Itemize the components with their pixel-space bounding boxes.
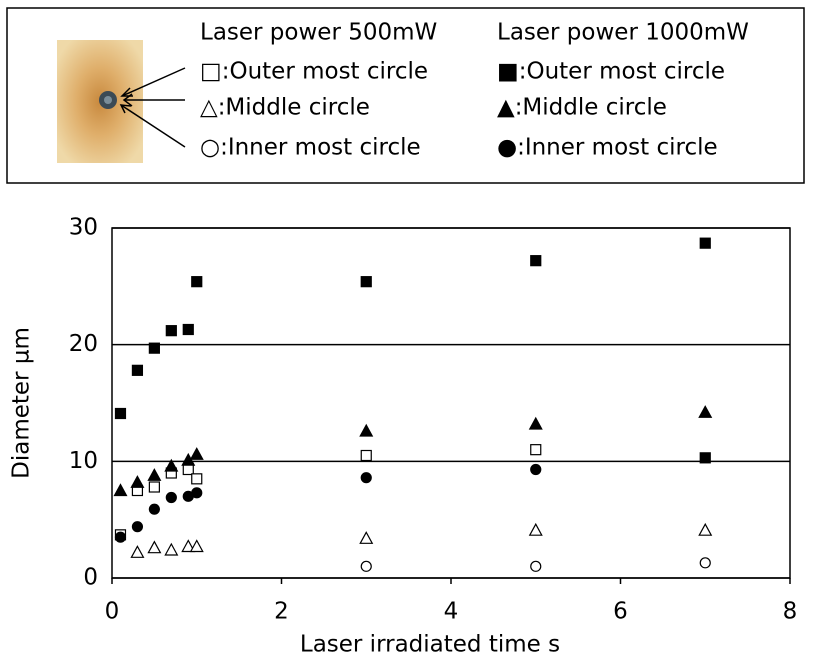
x-tick-label: 8 (783, 599, 798, 625)
data-point (114, 407, 127, 420)
data-point (360, 472, 372, 484)
data-point (530, 463, 542, 476)
data-point (164, 542, 179, 556)
data-point (164, 458, 179, 472)
data-point (699, 557, 711, 569)
data-point (359, 531, 374, 544)
data-point (148, 342, 160, 354)
data-point (528, 522, 543, 536)
data-point (191, 276, 203, 288)
x-axis-label: Laser irradiated time s (300, 632, 560, 658)
data-point (360, 276, 372, 288)
data-point (181, 539, 196, 553)
legend-entry: ■:Outer most circle (497, 59, 725, 85)
data-point (698, 522, 713, 536)
data-point (165, 325, 177, 337)
data-point (698, 405, 713, 418)
legend-entry: ▲:Middle circle (497, 95, 667, 121)
x-tick-label: 2 (274, 599, 289, 625)
x-tick-label: 0 (105, 599, 120, 625)
data-point (148, 503, 160, 515)
data-point (530, 444, 542, 456)
data-point (147, 540, 162, 554)
data-point (699, 452, 711, 464)
y-tick-label: 30 (69, 215, 98, 241)
data-point (360, 560, 372, 572)
data-point (130, 475, 145, 488)
legend-entry: ●:Inner most circle (497, 135, 718, 161)
data-point (147, 468, 162, 481)
data-point (359, 423, 374, 437)
data-point (530, 255, 542, 267)
data-point (528, 416, 543, 430)
data-point (699, 237, 711, 249)
data-point (148, 481, 160, 493)
y-tick-label: 20 (69, 331, 98, 357)
data-point (182, 463, 194, 476)
plot-frame (111, 227, 791, 579)
data-point (189, 447, 204, 460)
sample-photo (57, 40, 186, 163)
data-point (189, 539, 204, 553)
data-point (530, 560, 542, 572)
data-point (165, 491, 177, 504)
data-point (131, 364, 144, 376)
data-point (130, 545, 145, 558)
y-axis-label: Diameter µm (9, 327, 35, 479)
data-point (182, 323, 194, 336)
y-tick-label: 10 (69, 448, 98, 474)
data-point (191, 487, 203, 499)
x-tick-label: 6 (613, 599, 628, 625)
data-point (131, 521, 144, 533)
legend-entry: △:Middle circle (200, 95, 370, 121)
legend-title: Laser power 1000mW (497, 20, 749, 46)
data-point (360, 449, 372, 462)
legend-title: Laser power 500mW (200, 20, 437, 46)
data-point (191, 473, 203, 485)
x-tick-label: 4 (444, 599, 459, 625)
data-point (113, 483, 128, 497)
legend-entry: ○:Inner most circle (200, 135, 421, 161)
legend-entry: □:Outer most circle (200, 59, 428, 85)
y-tick-label: 0 (83, 565, 98, 591)
data-point (114, 531, 127, 543)
legend-box (6, 7, 805, 184)
